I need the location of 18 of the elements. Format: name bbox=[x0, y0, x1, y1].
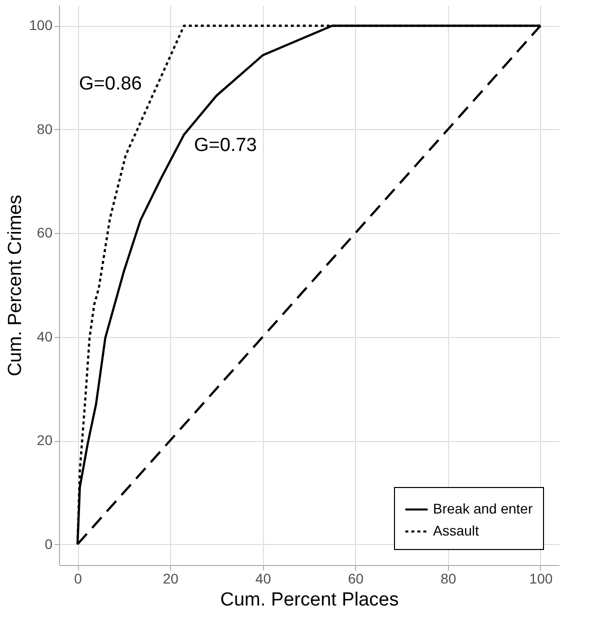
x-axis-title: Cum. Percent Places bbox=[220, 590, 399, 610]
legend-label: Assault bbox=[433, 522, 480, 538]
y-tick-label: 60 bbox=[36, 224, 53, 241]
x-tick-label: 100 bbox=[529, 570, 553, 586]
y-tick-label: 40 bbox=[36, 328, 53, 344]
y-tick-label: 0 bbox=[44, 536, 53, 552]
x-tick-label: 40 bbox=[255, 570, 272, 586]
y-axis-title: Cum. Percent Crimes bbox=[5, 194, 26, 376]
y-tick-label: 20 bbox=[36, 432, 53, 448]
x-tick-label: 20 bbox=[162, 570, 179, 586]
annotation: G=0.86 bbox=[79, 73, 142, 94]
y-tick-label: 80 bbox=[36, 120, 53, 137]
annotation: G=0.73 bbox=[194, 135, 257, 156]
y-tick-label: 100 bbox=[29, 17, 53, 34]
legend-label: Break and enter bbox=[433, 500, 533, 516]
x-tick-label: 60 bbox=[348, 570, 364, 586]
x-tick-label: 80 bbox=[440, 570, 456, 586]
x-tick-label: 0 bbox=[74, 570, 82, 586]
